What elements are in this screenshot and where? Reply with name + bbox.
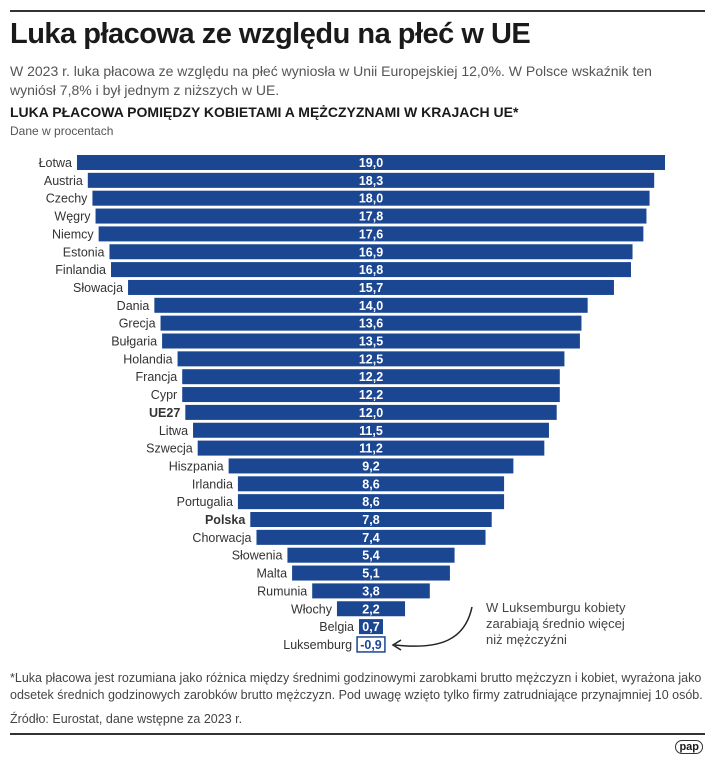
category-label: Litwa (159, 424, 188, 438)
category-label: Niemcy (52, 227, 94, 241)
arrow-head-icon (391, 639, 402, 651)
value-label: 0,7 (362, 620, 379, 634)
pap-logo: pap (675, 740, 703, 754)
bar (336, 601, 406, 617)
value-label: 11,2 (359, 442, 383, 456)
value-label: 14,0 (359, 299, 383, 313)
category-label: Malta (256, 567, 287, 581)
category-label: Chorwacja (192, 531, 251, 545)
bar (182, 369, 560, 385)
value-label: 18,0 (359, 192, 383, 206)
bar (312, 583, 430, 599)
category-label: Francja (136, 370, 178, 384)
value-label: 17,6 (359, 227, 383, 241)
value-label: 16,8 (359, 263, 383, 277)
category-label: UE27 (149, 406, 180, 420)
bar (76, 155, 666, 170)
bar (128, 279, 614, 295)
category-label: Dania (117, 299, 150, 313)
bar (356, 636, 386, 653)
chart-unit: Dane w procentach (10, 124, 114, 138)
category-label: Łotwa (39, 156, 72, 170)
bar (287, 547, 455, 563)
value-label: 5,4 (362, 549, 379, 563)
annotation-text: W Luksemburgu kobiety zarabiają średnio … (486, 600, 626, 647)
category-label: Irlandia (192, 477, 233, 491)
category-label: Włochy (291, 602, 333, 616)
bar (154, 297, 588, 313)
value-label: 12,2 (359, 370, 383, 384)
value-label: 12,0 (359, 406, 383, 420)
bar (98, 226, 644, 242)
category-label: Czechy (46, 192, 88, 206)
bar (197, 440, 545, 456)
bar (160, 315, 582, 331)
bottom-rule (10, 733, 705, 735)
value-label: 12,5 (359, 352, 383, 366)
category-label: Rumunia (257, 584, 307, 598)
bar (237, 476, 505, 492)
value-label: 13,6 (359, 317, 383, 331)
value-label: 3,8 (362, 584, 379, 598)
value-label: 17,8 (359, 210, 383, 224)
bar (185, 404, 557, 420)
bar (95, 208, 647, 224)
category-label: Słowenia (232, 549, 283, 563)
category-label: Węgry (54, 210, 91, 224)
category-label: Cypr (151, 388, 177, 402)
bar (228, 458, 514, 474)
bar (292, 565, 450, 581)
bar (182, 387, 560, 403)
value-label: 8,6 (362, 477, 379, 491)
bar (237, 494, 505, 510)
category-label: Austria (44, 174, 83, 188)
bar (250, 512, 492, 527)
value-label: 5,1 (362, 567, 379, 581)
category-label: Słowacja (73, 281, 123, 295)
category-label: Holandia (123, 352, 172, 366)
bar-chart: Łotwa 19,0 Austria 18,3 Czechy 18,0 Węgry 17,8 N… (39, 155, 666, 653)
category-label: Grecja (119, 317, 156, 331)
category-label: Szwecja (146, 442, 193, 456)
page-title: Luka płacowa ze względu na płeć w UE (10, 18, 531, 50)
page-subtitle: W 2023 r. luka płacowa ze względu na płe… (10, 63, 652, 98)
bar (359, 619, 383, 635)
value-label: 11,5 (359, 424, 383, 438)
category-label: Polska (205, 513, 246, 527)
bar (177, 351, 565, 367)
chart-title: LUKA PŁACOWA POMIĘDZY KOBIETAMI A MĘŻCZY… (10, 104, 519, 120)
value-label: 2,2 (362, 602, 379, 616)
footnote: *Luka płacowa jest rozumiana jako różnic… (10, 671, 703, 702)
bar (87, 172, 655, 188)
bar (111, 262, 631, 278)
top-rule (10, 10, 705, 12)
value-label: 18,3 (359, 174, 383, 188)
annotation-arrow (394, 606, 473, 647)
bar (193, 422, 549, 438)
category-label: Bułgaria (111, 335, 157, 349)
category-label: Hiszpania (169, 459, 224, 473)
value-label: 8,6 (362, 495, 379, 509)
bar (109, 244, 633, 260)
category-label: Finlandia (55, 263, 106, 277)
source: Źródło: Eurostat, dane wstępne za 2023 r… (10, 712, 243, 726)
value-label: 7,8 (362, 513, 379, 527)
bar (162, 333, 580, 349)
bar (256, 529, 486, 545)
value-label: 13,5 (359, 335, 383, 349)
value-label: 19,0 (359, 156, 383, 170)
bar (92, 190, 650, 206)
value-label: 12,2 (359, 388, 383, 402)
value-label: -0,9 (360, 638, 382, 652)
category-label: Luksemburg (283, 638, 352, 652)
value-label: 9,2 (362, 459, 379, 473)
category-label: Estonia (63, 245, 105, 259)
value-label: 15,7 (359, 281, 383, 295)
category-label: Belgia (319, 620, 354, 634)
value-label: 16,9 (359, 245, 383, 259)
value-label: 7,4 (362, 531, 379, 545)
category-label: Portugalia (177, 495, 233, 509)
